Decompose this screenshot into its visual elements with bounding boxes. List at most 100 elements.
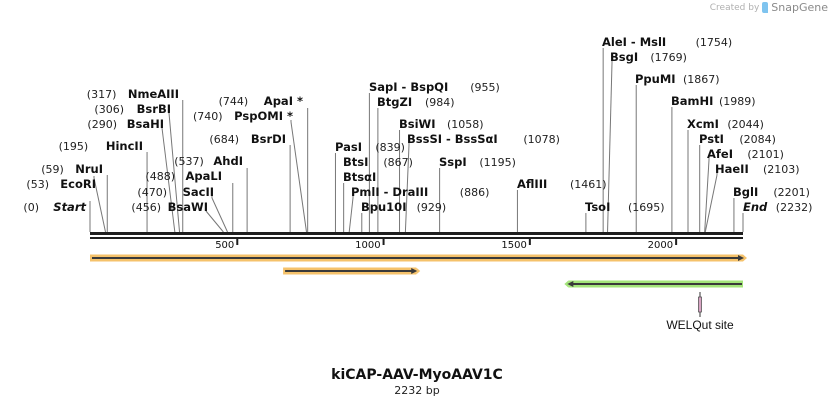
svg-text:BtsI: BtsI <box>343 155 368 169</box>
enzyme-site-hincii[interactable]: HincII (195) <box>59 139 143 153</box>
credit-prefix: Created by <box>709 2 760 13</box>
enzyme-site-psti[interactable]: PstI (2084) <box>699 132 776 146</box>
enzyme-site-bsgi[interactable]: BsgI (1769) <box>610 50 687 64</box>
svg-text:(59): (59) <box>41 163 64 176</box>
enzyme-site-end[interactable]: End (2232) <box>743 200 812 214</box>
enzyme-site-ppumi[interactable]: PpuMI (1867) <box>635 72 720 86</box>
enzyme-site-bamhi[interactable]: BamHI (1989) <box>671 94 756 108</box>
enzyme-site-alei-msli[interactable]: AleI - MslI (1754) <box>602 35 732 49</box>
enzyme-site-bsiwi[interactable]: BsiWI (1058) <box>399 117 484 131</box>
enzyme-site-sacii[interactable]: SacII (470) <box>137 185 214 199</box>
svg-text:(0): (0) <box>23 201 39 214</box>
svg-text:(2103): (2103) <box>763 163 800 176</box>
feature-green-reverse[interactable] <box>564 280 743 288</box>
svg-text:SacII: SacII <box>183 185 214 199</box>
enzyme-site-bsrdi[interactable]: BsrDI (684) <box>209 132 286 146</box>
enzyme-site-afliii[interactable]: AflIII (1461) <box>517 177 607 191</box>
enzyme-site-bgli[interactable]: BglI (2201) <box>733 185 810 199</box>
sequence-length: 2232 bp <box>394 384 440 397</box>
enzyme-site-btgzi[interactable]: BtgZI (984) <box>377 95 455 109</box>
svg-text:PspOMI *: PspOMI * <box>234 109 293 123</box>
site-line <box>704 159 710 233</box>
enzyme-site-bsahi[interactable]: BsaHI (290) <box>87 117 164 131</box>
enzyme-site-start[interactable]: Start (0) <box>23 200 86 214</box>
feature-orange-short[interactable] <box>283 267 421 275</box>
site-line <box>93 177 106 233</box>
enzyme-site-nmeaiii[interactable]: NmeAIII (317) <box>87 87 179 101</box>
site-line <box>168 112 181 233</box>
svg-text:(2232): (2232) <box>776 201 813 214</box>
feature-orange-full[interactable] <box>90 254 747 262</box>
enzyme-site-sspi[interactable]: SspI (1195) <box>439 155 516 169</box>
svg-text:End: End <box>743 200 768 214</box>
svg-text:AfeI: AfeI <box>707 147 733 161</box>
svg-text:(2044): (2044) <box>727 118 764 131</box>
svg-text:NruI: NruI <box>75 162 103 176</box>
svg-text:(839): (839) <box>375 141 405 154</box>
ruler-ticks: 500 1000 1500 2000 <box>215 239 678 251</box>
tick-label: 1000 <box>355 240 380 251</box>
enzyme-site-afei[interactable]: AfeI (2101) <box>707 147 784 161</box>
svg-text:ApaI *: ApaI * <box>264 94 303 108</box>
svg-text:(2084): (2084) <box>739 133 776 146</box>
svg-text:(1078): (1078) <box>523 133 560 146</box>
svg-text:(744): (744) <box>219 95 249 108</box>
svg-text:AhdI: AhdI <box>213 154 243 168</box>
enzyme-site-bsawi[interactable]: BsaWI (456) <box>131 200 208 214</box>
svg-text:BtsαI: BtsαI <box>343 170 376 184</box>
svg-text:(929): (929) <box>417 201 447 214</box>
enzyme-site-apai-[interactable]: ApaI * (744) <box>219 94 303 108</box>
enzyme-site-bsrbi[interactable]: BsrBI (306) <box>94 102 171 116</box>
arrow-right-icon <box>411 268 418 274</box>
features <box>90 254 747 288</box>
welqut-site-marker[interactable]: WELQut site <box>666 292 734 332</box>
site-line <box>161 127 176 233</box>
svg-text:PasI: PasI <box>335 140 362 154</box>
svg-text:BsaHI: BsaHI <box>127 117 164 131</box>
svg-text:Bpu10I: Bpu10I <box>361 200 406 214</box>
svg-text:HaeII: HaeII <box>715 162 749 176</box>
svg-text:BglI: BglI <box>733 185 758 199</box>
svg-text:(488): (488) <box>145 170 175 183</box>
enzyme-site-pspomi-[interactable]: PspOMI * (740) <box>193 109 293 123</box>
enzyme-site-haeii[interactable]: HaeII (2103) <box>715 162 800 176</box>
svg-text:(2101): (2101) <box>747 148 784 161</box>
arrow-left-icon <box>567 281 574 287</box>
enzyme-site-ecori[interactable]: EcoRI (53) <box>26 177 96 191</box>
enzyme-site-sapi-bspqi[interactable]: SapI - BspQI (955) <box>369 80 500 94</box>
tick-label: 2000 <box>648 240 673 251</box>
enzyme-site-bpu10i[interactable]: Bpu10I (929) <box>361 200 446 214</box>
backbone-bottom-strand <box>90 237 743 239</box>
sequence-name: kiCAP-AAV-MyoAAV1C <box>331 367 503 383</box>
svg-text:BssSI - BssSαI: BssSI - BssSαI <box>407 132 498 146</box>
enzyme-site-btsi[interactable]: BtsI (867) <box>343 155 413 169</box>
enzyme-site-xcmi[interactable]: XcmI (2044) <box>687 117 764 131</box>
svg-text:(317): (317) <box>87 88 117 101</box>
credit-brand: SnapGene <box>771 1 828 14</box>
site-line <box>290 121 307 233</box>
enzyme-site-ahdi[interactable]: AhdI (537) <box>174 154 243 168</box>
svg-text:(886): (886) <box>460 186 490 199</box>
svg-text:TsoI: TsoI <box>585 200 610 214</box>
svg-text:(867): (867) <box>383 156 413 169</box>
svg-text:(984): (984) <box>425 96 455 109</box>
svg-text:SapI - BspQI: SapI - BspQI <box>369 80 448 94</box>
enzyme-site-pmli-draiii[interactable]: PmlI - DraIII (886) <box>351 185 489 199</box>
enzyme-site-nrui[interactable]: NruI (59) <box>41 162 103 176</box>
enzyme-site-tsoi[interactable]: TsoI (1695) <box>585 200 665 214</box>
svg-text:XcmI: XcmI <box>687 117 719 131</box>
enzyme-site-apali[interactable]: ApaLI (488) <box>145 169 222 183</box>
enzyme-site-pasi[interactable]: PasI (839) <box>335 140 405 154</box>
svg-text:(740): (740) <box>193 110 223 123</box>
enzyme-site-bts-i[interactable]: BtsαI <box>343 170 376 184</box>
svg-text:BsrDI: BsrDI <box>251 132 286 146</box>
svg-text:EcoRI: EcoRI <box>60 177 96 191</box>
svg-text:PmlI - DraIII: PmlI - DraIII <box>351 185 428 199</box>
site-line <box>607 62 613 233</box>
svg-text:BsgI: BsgI <box>610 50 638 64</box>
svg-text:(2201): (2201) <box>773 186 810 199</box>
svg-text:(1695): (1695) <box>628 201 665 214</box>
enzyme-site-bsssi-bsss-i[interactable]: BssSI - BssSαI (1078) <box>407 132 560 146</box>
tick-label: 1500 <box>501 240 526 251</box>
svg-text:ApaLI: ApaLI <box>186 169 223 183</box>
